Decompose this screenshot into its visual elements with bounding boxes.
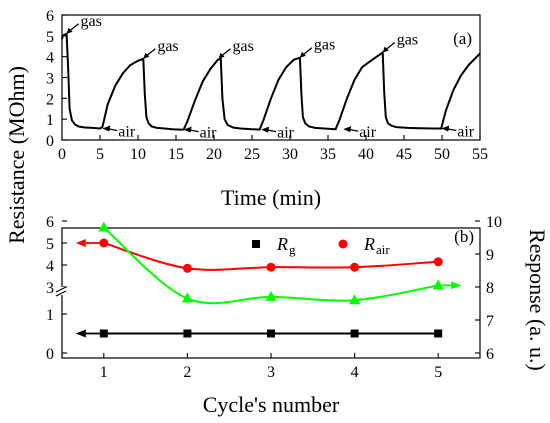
gas-label: gas: [81, 13, 102, 30]
legend-marker-square: [252, 240, 260, 248]
gas-arrowhead: [66, 27, 73, 34]
panel-b-x-axis-label: Cycle's number: [203, 392, 340, 417]
data-point-Rg: [99, 329, 108, 338]
panel-b-ticks: 1 2 3 4 5 0 1 3 4 5 6 6 7 8 9 10: [46, 214, 502, 381]
panel-a-x-axis-label: Time (min): [221, 185, 321, 210]
x-tick-label: 45: [396, 146, 412, 163]
gas-label: gas: [233, 38, 254, 55]
right-y-tick-label: 7: [486, 313, 494, 330]
x-tick-label: 2: [183, 364, 191, 381]
x-tick-label: 3: [267, 364, 275, 381]
x-tick-label: 40: [358, 146, 374, 163]
y-tick-label: 2: [46, 91, 54, 108]
legend-label-subscript: air: [376, 242, 390, 257]
data-point-Rair: [266, 262, 276, 272]
shared-y-axis-label: Resistance (MOhm): [4, 66, 29, 244]
legend-marker-circle: [338, 239, 348, 249]
data-point-Rair: [433, 257, 443, 267]
data-point-Response: [265, 290, 277, 301]
x-tick-label: 10: [130, 146, 146, 163]
data-point-Response: [349, 294, 361, 305]
air-label: air: [118, 124, 136, 141]
panel-a-label: (a): [453, 29, 472, 48]
air-label: air: [457, 124, 475, 141]
x-tick-label: 5: [96, 146, 104, 163]
x-tick-label: 20: [206, 146, 222, 163]
data-point-Rg: [267, 329, 275, 338]
left-y-tick-label: 0: [46, 346, 54, 363]
gas-label: gas: [397, 32, 418, 49]
left-y-tick-label: 3: [46, 280, 54, 297]
series-arrowhead-Rg: [75, 329, 86, 338]
gas-arrowhead: [143, 52, 150, 59]
y-tick-label: 6: [46, 8, 54, 25]
data-point-Response: [432, 279, 444, 290]
air-label: air: [200, 125, 218, 142]
air-label: air: [359, 124, 377, 141]
x-tick-label: 0: [58, 146, 66, 163]
data-point-Rg: [183, 329, 192, 338]
y-tick-label: 1: [46, 112, 54, 129]
left-y-tick-label: 1: [46, 307, 54, 324]
right-y-tick-label: 9: [486, 247, 494, 264]
legend-label-subscript: g: [289, 242, 296, 257]
panel-a-resistance-curve: [61, 32, 481, 131]
axis-break-gap: [58, 287, 66, 295]
left-y-tick-label: 4: [46, 258, 54, 275]
panel-b-series: [75, 221, 462, 338]
y-tick-label: 3: [46, 71, 54, 88]
x-tick-label: 55: [472, 146, 488, 163]
x-tick-label: 35: [320, 146, 336, 163]
x-tick-label: 1: [100, 364, 108, 381]
gas-label: gas: [314, 37, 335, 54]
gas-arrowhead: [382, 46, 389, 53]
axis-break-mark: [55, 286, 67, 293]
data-point-Rg: [350, 329, 359, 338]
right-y-tick-label: 8: [486, 280, 494, 297]
x-tick-label: 15: [168, 146, 184, 163]
series-arrowhead-Response: [451, 281, 462, 290]
data-point-Rair: [350, 262, 360, 272]
x-tick-label: 50: [434, 146, 450, 163]
data-point-Rair: [99, 238, 109, 248]
y-tick-label: 5: [46, 29, 54, 46]
air-arrowhead: [102, 125, 111, 132]
data-point-Rair: [182, 263, 192, 273]
air-arrowhead: [441, 125, 450, 132]
panel-b-label: (b): [454, 227, 474, 246]
x-tick-label: 5: [434, 364, 442, 381]
axis-break-mark: [55, 290, 67, 297]
data-point-Response: [98, 221, 110, 232]
gas-label: gas: [157, 38, 178, 55]
x-tick-label: 25: [244, 146, 260, 163]
left-y-tick-label: 5: [46, 236, 54, 253]
gas-arrowhead: [218, 52, 225, 59]
x-tick-label: 30: [282, 146, 298, 163]
right-y-axis-label: Response (a. u.): [525, 229, 550, 371]
gas-arrowhead: [299, 51, 306, 58]
x-tick-label: 4: [351, 364, 359, 381]
right-y-tick-label: 6: [486, 346, 494, 363]
left-y-tick-label: 6: [46, 214, 54, 231]
air-label: air: [277, 125, 295, 142]
series-arrowhead-Rair: [75, 239, 86, 247]
y-tick-label: 4: [46, 50, 54, 67]
air-arrowhead: [183, 126, 192, 133]
air-arrowhead: [343, 126, 352, 133]
legend-label: R: [363, 234, 375, 254]
data-point-Response: [181, 292, 193, 303]
panel-a-annotations: gas gas gas gas gas air air air air air: [66, 13, 475, 142]
air-arrowhead: [261, 126, 270, 133]
data-point-Rg: [434, 329, 443, 338]
y-tick-label: 0: [46, 133, 54, 150]
legend-label: R: [276, 234, 288, 254]
right-y-tick-label: 10: [486, 214, 502, 231]
